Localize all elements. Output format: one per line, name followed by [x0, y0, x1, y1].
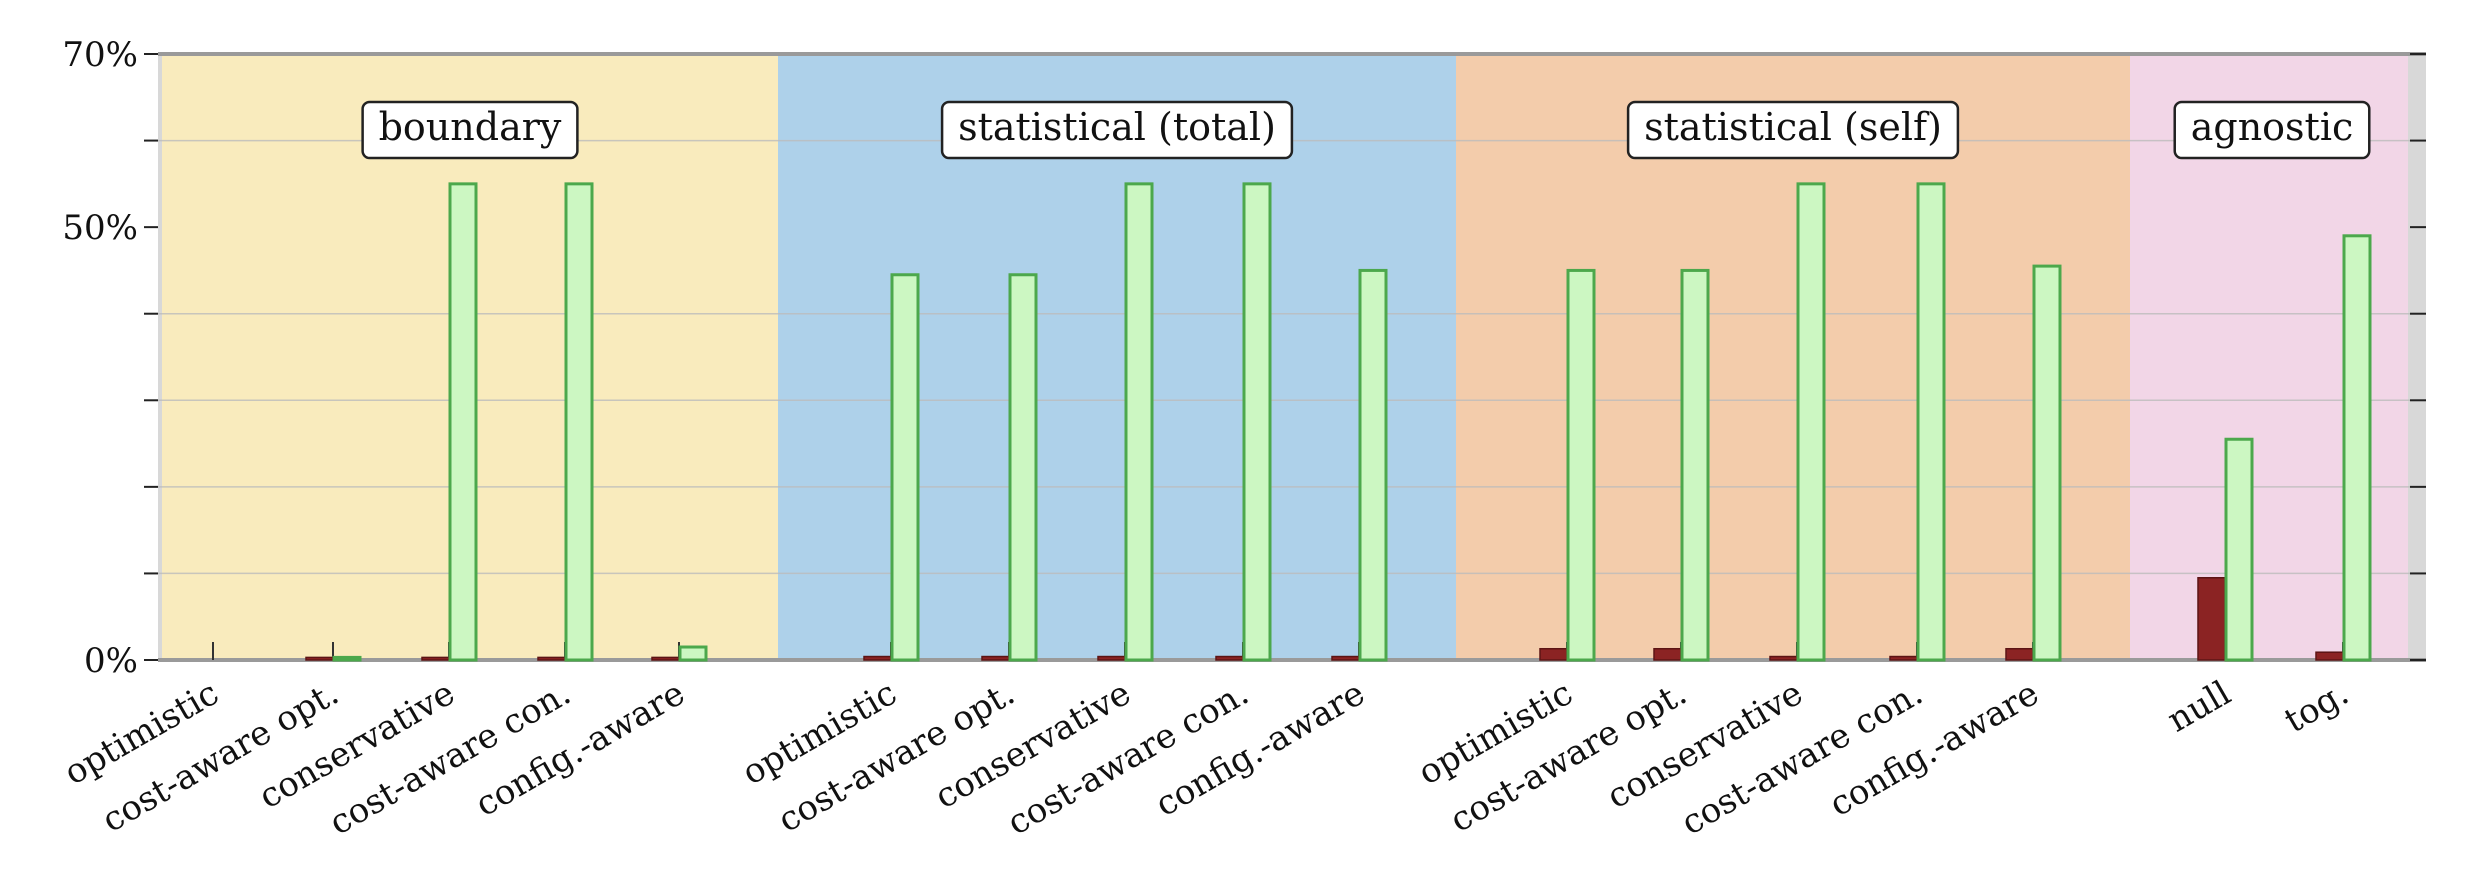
bar-green — [332, 655, 362, 662]
group-label-box — [2173, 100, 2371, 160]
bar-red — [1539, 647, 1568, 661]
bar-red — [537, 656, 566, 661]
bar-red — [421, 656, 450, 661]
bar-red — [1889, 655, 1918, 661]
bar-red — [2197, 577, 2226, 661]
bars — [305, 182, 2372, 662]
bar-red — [305, 656, 334, 661]
y-tick-label: 70% — [62, 35, 138, 75]
category-label: null — [2161, 673, 2238, 740]
bar-green — [564, 182, 594, 662]
bar-red — [981, 655, 1010, 661]
group-label: statistical (total) — [958, 105, 1276, 149]
bar-red — [2315, 651, 2344, 661]
category-label: tog. — [2278, 673, 2356, 741]
right-edge-strip — [2408, 54, 2426, 660]
bar-red — [1215, 655, 1244, 661]
bar-green — [1796, 182, 1826, 662]
bar-red — [1769, 655, 1798, 661]
group-labels: boundary statistical (total) statistical (… — [361, 100, 2371, 160]
group-label-box — [361, 100, 579, 160]
bar-green — [2032, 264, 2062, 662]
group-label-box — [940, 100, 1294, 160]
bar-green — [1566, 268, 1596, 662]
bar-red — [2005, 647, 2034, 661]
left-edge-strip — [158, 54, 162, 660]
bar-green — [890, 273, 920, 662]
group-label: agnostic — [2191, 105, 2354, 149]
bar-green — [2224, 437, 2254, 662]
bar-green — [1242, 182, 1272, 662]
group-label: statistical (self) — [1644, 105, 1942, 149]
bar-green — [448, 182, 478, 662]
y-tick-label: 50% — [62, 208, 138, 248]
axes: 0% 50% 70% — [62, 35, 2426, 681]
group-label-box — [1626, 100, 1960, 160]
bar-red — [1097, 655, 1126, 661]
bar-green — [678, 645, 708, 662]
bar-red — [1653, 647, 1682, 661]
bar-green — [1008, 273, 1038, 662]
bar-red — [1331, 655, 1360, 661]
bar-green — [2342, 234, 2372, 662]
bar-green — [1124, 182, 1154, 662]
bar-green — [1358, 268, 1388, 662]
bar-green — [1680, 268, 1710, 662]
group-label: boundary — [379, 105, 562, 149]
bar-red — [863, 655, 892, 661]
y-tick-label: 0% — [84, 641, 138, 681]
bar-green — [1916, 182, 1946, 662]
bar-red — [651, 656, 680, 661]
